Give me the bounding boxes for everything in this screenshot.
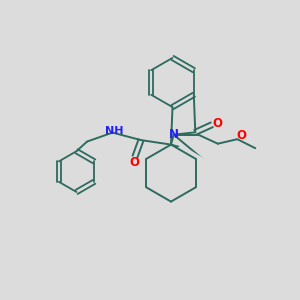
- Text: O: O: [129, 156, 140, 169]
- Text: O: O: [236, 129, 246, 142]
- Text: O: O: [212, 117, 222, 130]
- Text: N: N: [169, 128, 179, 141]
- Text: NH: NH: [105, 125, 123, 136]
